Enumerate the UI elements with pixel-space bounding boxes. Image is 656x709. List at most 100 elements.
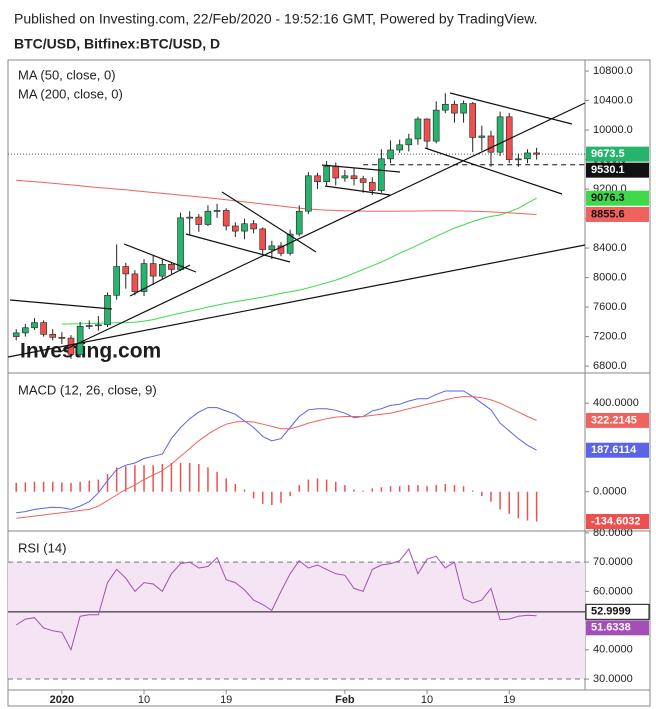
- trend-line: [185, 233, 291, 263]
- trend-line: [59, 102, 586, 353]
- candle-body: [396, 144, 403, 151]
- y-tick-label: 6800.0: [593, 360, 627, 372]
- histogram-bar: [88, 480, 91, 492]
- histogram-bar: [462, 486, 465, 492]
- histogram-bar: [252, 491, 255, 499]
- candle-body: [277, 245, 285, 254]
- watermark: Investing.com: [20, 340, 161, 363]
- y-tick-label: 400.0000: [593, 397, 639, 409]
- candle-body: [259, 228, 267, 250]
- trend-line: [424, 147, 563, 195]
- histogram-bar: [535, 491, 538, 522]
- histogram-bar: [207, 467, 209, 492]
- candle-body: [204, 210, 212, 225]
- panel-title: MACD (12, 26, close, 9): [18, 382, 157, 397]
- trend-line: [7, 244, 586, 358]
- header: Published on Investing.com, 22/Feb/2020 …: [14, 11, 538, 27]
- trend-line: [324, 185, 391, 196]
- histogram-bar: [179, 462, 182, 492]
- histogram-bar: [426, 486, 428, 492]
- histogram-bar: [42, 481, 45, 492]
- candle-body: [22, 327, 29, 334]
- histogram-bar: [161, 464, 164, 492]
- histogram-bar: [408, 485, 410, 492]
- candle-body: [149, 263, 157, 277]
- panel-title: RSI (14): [18, 540, 66, 555]
- histogram-bar: [24, 482, 27, 492]
- histogram-bar: [307, 479, 310, 492]
- candle-body: [95, 324, 102, 327]
- candle-body: [423, 118, 431, 142]
- candle-body: [359, 178, 367, 183]
- histogram-bar: [51, 481, 54, 492]
- candle-body: [213, 210, 221, 212]
- value-tag-label: 8855.6: [591, 208, 625, 220]
- candle-body: [40, 322, 47, 335]
- candle-body: [232, 225, 239, 232]
- candle-body: [414, 118, 422, 140]
- candle-body: [122, 266, 130, 275]
- candle-body: [222, 210, 230, 227]
- histogram-bar: [371, 488, 374, 492]
- histogram-bar: [198, 464, 200, 492]
- y-tick-label: 8000.0: [593, 271, 627, 283]
- ma-line: [61, 197, 537, 325]
- value-tag: [586, 146, 649, 162]
- histogram-bar: [490, 491, 492, 502]
- histogram-bar: [444, 483, 447, 492]
- histogram-bar: [298, 485, 300, 492]
- candle-body: [241, 223, 248, 232]
- y-tick-label: 7200.0: [593, 331, 627, 343]
- histogram-bar: [125, 466, 127, 492]
- value-tag: [586, 514, 649, 530]
- trend-lines: [7, 92, 586, 358]
- value-tag-label: 52.9999: [591, 606, 631, 618]
- histogram-bar: [499, 491, 501, 510]
- candle-body: [496, 116, 504, 153]
- value-tag-label: -134.6032: [591, 515, 641, 527]
- histogram-bar: [106, 474, 109, 492]
- histogram-bar: [380, 487, 383, 492]
- histogram-bar: [453, 485, 456, 492]
- histogram-bar: [261, 491, 264, 504]
- value-tag-label: 9076.3: [591, 192, 625, 204]
- histogram-bar: [508, 491, 510, 514]
- y-tick-label: 10400.0: [593, 94, 633, 106]
- histogram-bar: [216, 471, 218, 492]
- legend-entry: MA (200, close, 0): [18, 86, 123, 101]
- histogram-bar: [33, 481, 36, 492]
- candle-body: [295, 210, 303, 235]
- candle-body: [31, 322, 38, 329]
- histogram-bar: [134, 465, 136, 492]
- histogram-bar: [344, 485, 346, 492]
- candle-body: [305, 175, 312, 212]
- histogram-bar: [325, 479, 328, 492]
- trend-line: [221, 191, 317, 253]
- candle-body: [12, 332, 20, 337]
- value-tag-label: 322.2145: [591, 414, 637, 426]
- macd-line: [16, 390, 537, 514]
- candle-body: [131, 273, 139, 292]
- candle-body: [186, 216, 193, 219]
- candle-body: [350, 175, 358, 180]
- histogram-bar: [353, 489, 355, 492]
- candle-body: [515, 158, 522, 161]
- histogram-bar: [61, 482, 63, 492]
- histogram-bar: [115, 467, 118, 492]
- histogram-bar: [234, 483, 237, 492]
- histogram-bar: [335, 481, 337, 492]
- candle-body: [442, 103, 449, 111]
- candle-body: [387, 149, 394, 160]
- candle-body: [76, 325, 84, 355]
- y-tick-label: 10800.0: [593, 65, 633, 77]
- histogram-bar: [280, 491, 282, 503]
- histogram-bar: [471, 490, 474, 492]
- chart-title: BTC/USD, Bitfinex:BTC/USD, D: [14, 36, 220, 52]
- y-tick-label: 8400.0: [593, 242, 627, 254]
- value-tag: [586, 190, 649, 206]
- histogram-bar: [243, 489, 246, 492]
- legend-entry: MA (50, close, 0): [18, 67, 116, 82]
- histogram-bar: [398, 486, 401, 492]
- candle-body: [250, 223, 257, 230]
- y-tick-label: 70.0000: [593, 556, 633, 568]
